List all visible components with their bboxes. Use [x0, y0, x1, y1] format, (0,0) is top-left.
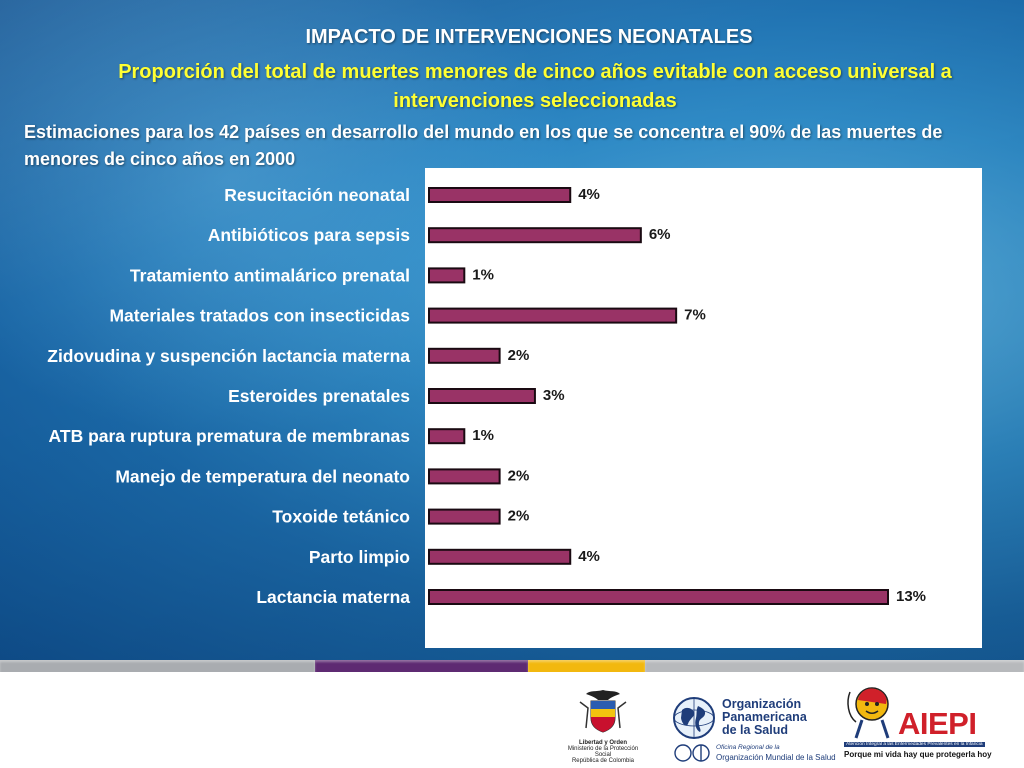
child-mascot-icon [847, 687, 890, 739]
value-label: 13% [896, 588, 926, 605]
bar [428, 388, 536, 404]
color-stripe [0, 660, 1024, 672]
globe-icon [673, 697, 715, 739]
category-label: Zidovudina y suspención lactancia matern… [47, 346, 410, 366]
value-label: 6% [649, 226, 671, 243]
slide-background: IMPACTO DE INTERVENCIONES NEONATALES Pro… [0, 0, 1024, 660]
chart-plot-area [425, 168, 982, 648]
colombia-ministry-name: Ministerio de la Protección Social [567, 746, 639, 758]
bar [428, 307, 678, 324]
logo-footer: Libertad y Orden Ministerio de la Protec… [0, 672, 1024, 768]
colombia-ministry-logo: Libertad y Orden Ministerio de la Protec… [560, 688, 646, 768]
category-label: Antibióticos para sepsis [208, 225, 411, 245]
aiepi-tagline: Porque mi vida hay que protegerla hoy [844, 750, 992, 759]
slide-title: IMPACTO DE INTERVENCIONES NEONATALES [305, 26, 753, 48]
category-label: Resucitación neonatal [224, 185, 410, 205]
category-label: Lactancia materna [256, 587, 410, 607]
category-label: Tratamiento antimalárico prenatal [130, 265, 410, 285]
value-label: 4% [578, 186, 600, 203]
bar-chart: Resucitación neonatal 4% Antibióticos para… [47, 185, 927, 607]
stripe-segment-gray-2 [645, 660, 1024, 672]
colombia-country-name: República de Colombia [571, 758, 635, 764]
aiepi-logo: AIEPI Atención Integral a las Enfermedad… [842, 682, 1022, 766]
category-label: Esteroides prenatales [228, 386, 410, 406]
bar [428, 428, 466, 445]
aiepi-band: Atención Integral a las Enfermedades Pre… [844, 742, 985, 747]
colombia-motto: Libertad y Orden [578, 740, 627, 746]
ops-name-line2: Panamericana [722, 710, 807, 724]
value-label: 1% [472, 266, 494, 283]
value-label: 7% [684, 307, 706, 324]
value-label: 2% [508, 347, 530, 364]
stripe-segment-gray [0, 660, 315, 672]
bar [428, 267, 466, 284]
category-label: Toxoide tetánico [272, 507, 410, 527]
value-label: 2% [508, 467, 530, 484]
oms-small-line2: Organización Mundial de la Salud [716, 753, 836, 762]
slide-description: Estimaciones para los 42 países en desar… [24, 122, 943, 169]
bar [428, 468, 501, 485]
bar [428, 187, 572, 203]
bar [428, 227, 642, 244]
stripe-segment-purple [315, 660, 528, 672]
value-label: 1% [472, 427, 494, 444]
bar [428, 347, 501, 364]
category-label: Parto limpio [309, 547, 410, 567]
oms-small-line1: Oficina Regional de la [716, 744, 780, 751]
ops-oms-logo: Organización Panamericana de la Salud Of… [670, 694, 840, 766]
category-label: Materiales tratados con insecticidas [109, 306, 410, 326]
bar [428, 589, 889, 605]
bar [428, 548, 572, 565]
value-label: 2% [508, 508, 530, 525]
bar [428, 508, 501, 525]
category-label: ATB para ruptura prematura de membranas [49, 426, 411, 446]
category-label: Manejo de temperatura del neonato [115, 466, 410, 486]
value-label: 3% [543, 387, 565, 404]
ops-name-line1: Organización [722, 697, 802, 711]
aiepi-wordmark: AIEPI [898, 706, 977, 741]
stripe-segment-yellow [528, 660, 645, 672]
slide-subtitle: Proporción del total de muertes menores … [118, 61, 952, 112]
ops-name-line3: de la Salud [722, 723, 788, 737]
coat-of-arms-icon [579, 690, 627, 733]
value-label: 4% [578, 548, 600, 565]
oms-emblem-icon [674, 744, 710, 762]
